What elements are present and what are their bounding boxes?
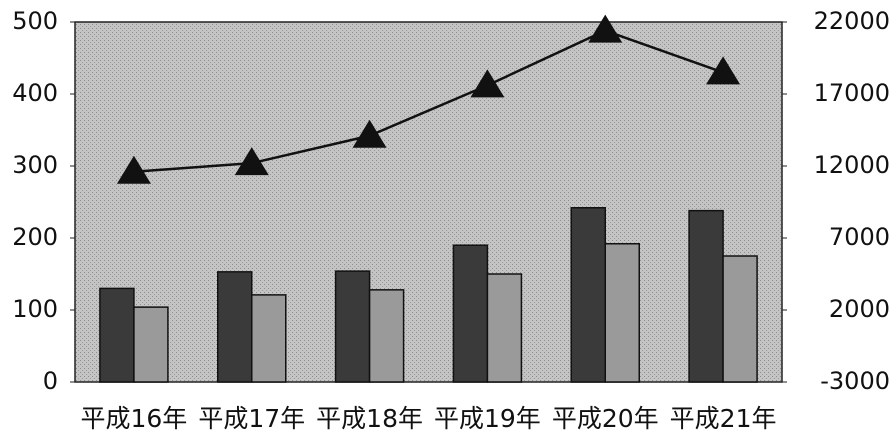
y2-tick-label: 12000 bbox=[814, 151, 890, 179]
y-tick-label: 300 bbox=[12, 151, 58, 179]
y-tick-label: 100 bbox=[12, 295, 58, 323]
marker bbox=[116, 155, 151, 184]
x-tick-label: 平成21年 bbox=[670, 404, 777, 433]
x-tick-label: 平成18年 bbox=[316, 404, 423, 433]
bar bbox=[217, 271, 253, 383]
marker bbox=[352, 119, 387, 148]
bar bbox=[604, 243, 640, 383]
x-tick-label: 平成19年 bbox=[434, 404, 541, 433]
x-tick-label: 平成20年 bbox=[552, 404, 659, 433]
y2-tick-label: 7000 bbox=[829, 223, 890, 251]
marker bbox=[470, 69, 505, 98]
y-tick-label: 200 bbox=[12, 223, 58, 251]
bar bbox=[251, 294, 287, 383]
x-tick-label: 平成17年 bbox=[198, 404, 305, 433]
bar bbox=[99, 287, 135, 383]
y2-tick-label: 17000 bbox=[814, 79, 890, 107]
bar bbox=[688, 209, 724, 383]
bar bbox=[334, 270, 371, 383]
y-tick-label: 0 bbox=[43, 367, 58, 395]
marker bbox=[234, 147, 269, 176]
bar bbox=[368, 289, 405, 383]
y2-tick-label: 2000 bbox=[829, 295, 890, 323]
y-tick-label: 500 bbox=[12, 7, 58, 35]
bar bbox=[570, 207, 606, 383]
y2-tick-label: -3000 bbox=[820, 367, 890, 395]
y-tick-label: 400 bbox=[12, 79, 58, 107]
x-tick-label: 平成16年 bbox=[81, 404, 188, 433]
marker bbox=[588, 14, 623, 43]
line bbox=[133, 29, 724, 174]
marker bbox=[706, 56, 741, 85]
bar bbox=[722, 255, 758, 383]
bar bbox=[486, 273, 523, 383]
plot-area bbox=[74, 21, 783, 383]
bar bbox=[133, 306, 169, 383]
y2-tick-label: 22000 bbox=[814, 7, 890, 35]
bar bbox=[452, 244, 489, 383]
